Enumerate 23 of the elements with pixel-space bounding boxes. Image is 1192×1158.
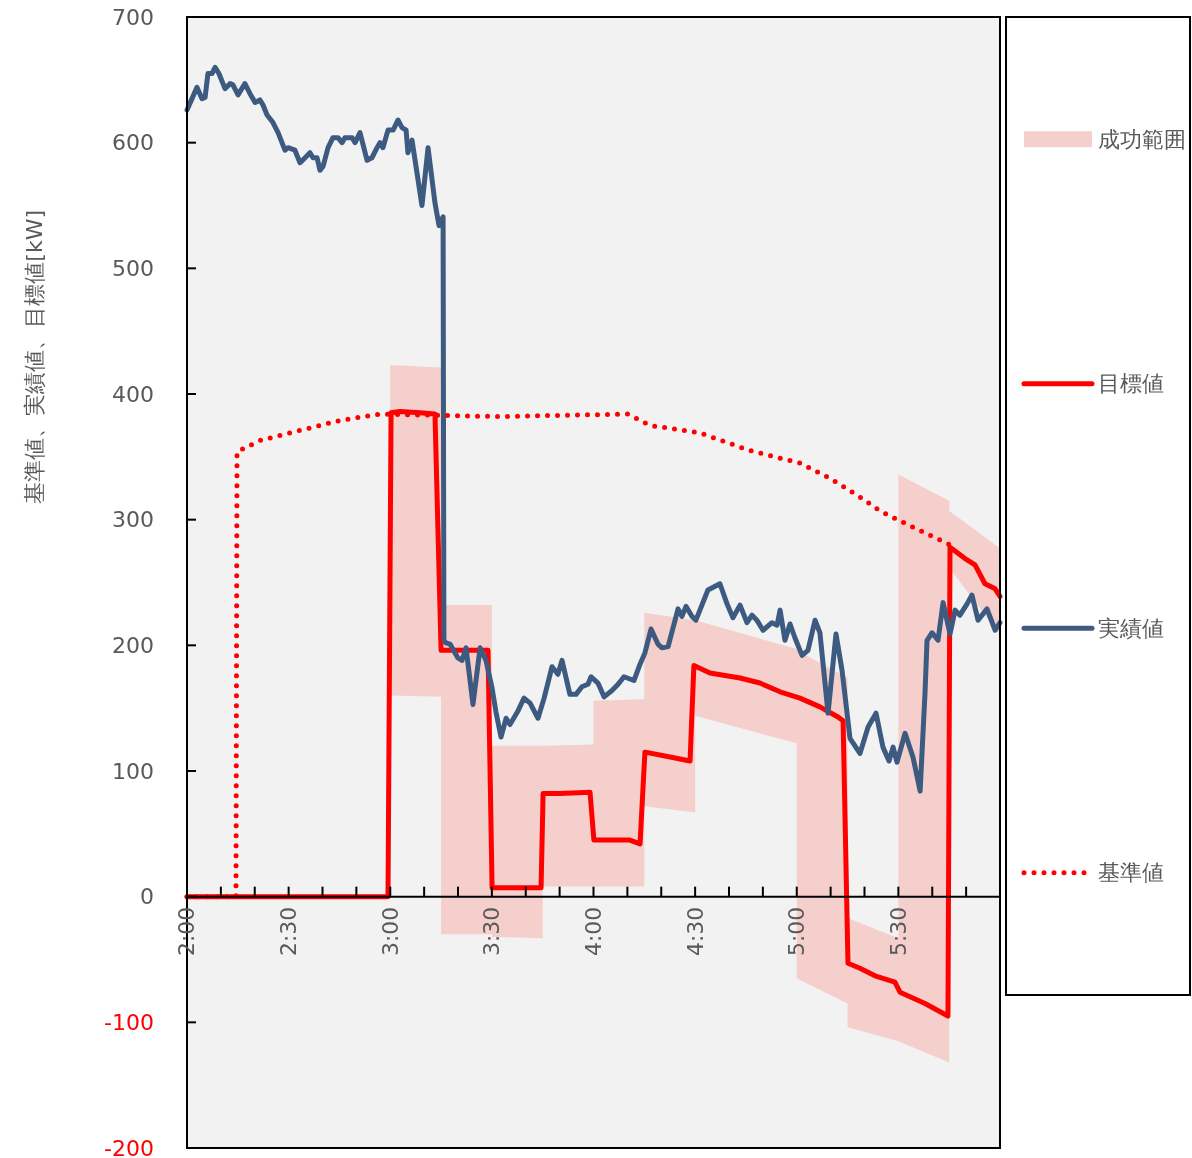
y-tick-label: 600 xyxy=(112,130,154,156)
y-tick-label: 400 xyxy=(112,381,154,407)
x-tick-label: 5:00 xyxy=(784,906,810,957)
y-tick-label: 200 xyxy=(112,632,154,658)
legend-label: 成功範囲 xyxy=(1098,126,1186,152)
x-tick-label: 5:30 xyxy=(885,906,911,957)
y-tick-label: 100 xyxy=(112,758,154,784)
y-tick-label: 500 xyxy=(112,255,154,281)
x-tick-label: 4:00 xyxy=(581,906,606,957)
x-tick-label: 3:00 xyxy=(377,906,403,957)
x-tick-label: 3:30 xyxy=(479,906,505,957)
y-tick-label: -100 xyxy=(104,1009,154,1035)
legend-label: 目標値 xyxy=(1098,371,1164,397)
y-tick-label: 0 xyxy=(140,884,154,910)
legend-label: 実績値 xyxy=(1098,615,1164,641)
x-tick-label: 2:00 xyxy=(174,906,200,957)
y-tick-label: -200 xyxy=(104,1135,154,1158)
y-tick-label: 300 xyxy=(112,507,154,533)
legend-label: 基準値 xyxy=(1098,860,1164,886)
y-axis-title: 基準値、実績値、目標値[kW] xyxy=(22,210,48,504)
y-tick-label: 700 xyxy=(112,4,154,30)
x-tick-label: 4:30 xyxy=(682,906,708,957)
x-tick-label: 2:30 xyxy=(276,906,302,957)
